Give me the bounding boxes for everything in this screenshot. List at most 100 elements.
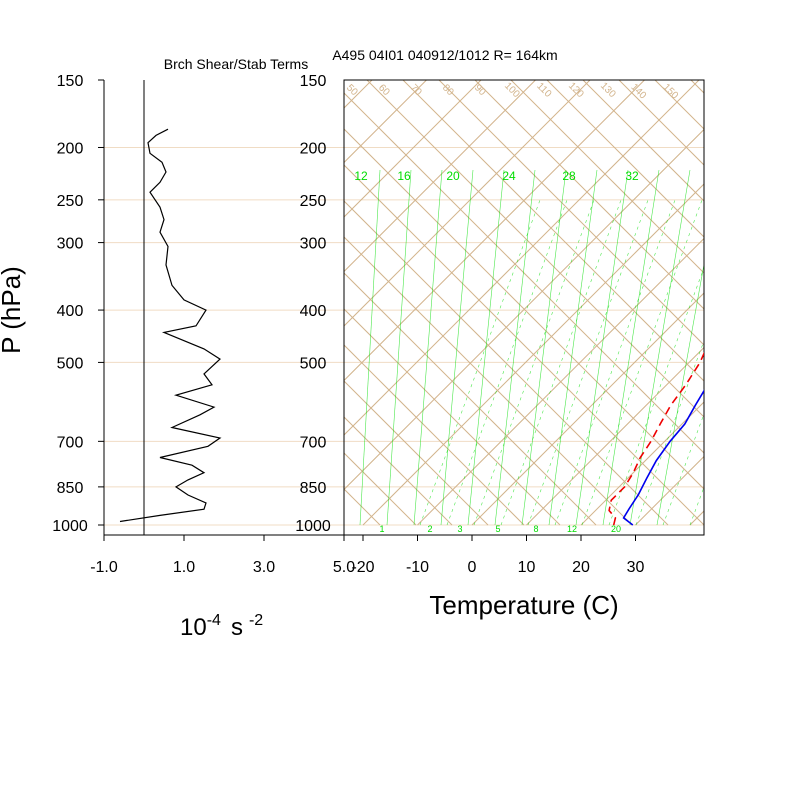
right-panel-title: A495 04I01 040912/1012 R= 164km: [332, 47, 557, 63]
mixing-ratio-line: [602, 169, 660, 526]
mixing-ratio-line: [656, 262, 704, 526]
left-panel-title: Brch Shear/Stab Terms: [164, 56, 308, 72]
dry-adiabat-line: [690, 80, 704, 94]
dry-adiabat-line: [344, 128, 704, 490]
right-xtick-label--10: -10: [406, 559, 429, 576]
right-ytick-label-250: 250: [300, 193, 327, 210]
right-xtick-label--20: -20: [351, 559, 374, 576]
moist-adiabat-line: [473, 199, 595, 526]
unit-exp-b: -2: [249, 612, 263, 629]
left-xtick-label-0: -1.0: [90, 559, 118, 576]
dry-adiabat-line: [546, 80, 704, 238]
unit-s: s: [231, 614, 243, 641]
left-ytick-label-850: 850: [57, 480, 84, 497]
right-ytick-label-150: 150: [300, 73, 327, 90]
mixing-ratio-label-16: 16: [397, 169, 411, 183]
mixing-ratio-line: [521, 169, 567, 526]
mixing-ratio-line: [629, 169, 691, 526]
mixing-ratio-line: [359, 169, 381, 526]
moist-adiabat-line: [419, 199, 541, 526]
right-ytick-label-200: 200: [300, 140, 327, 157]
dry-adiabat-line: [344, 164, 704, 526]
right-xtick-label-10: 10: [518, 559, 536, 576]
temperature-line: [622, 389, 704, 526]
left-ytick-label-150: 150: [57, 73, 84, 90]
dry-adiabat-line: [366, 80, 704, 418]
dry-adiabat-line: [672, 25, 800, 525]
dry-adiabat-line: [344, 200, 669, 526]
mixing-ratio-bottom-label-5: 5: [495, 524, 500, 534]
moist-adiabat-line: [446, 199, 568, 526]
moist-adiabat-line: [689, 486, 704, 526]
dry-adiabat-line: [344, 380, 489, 526]
dry-adiabat-line: [510, 80, 704, 274]
right-xtick-label-20: 20: [572, 559, 590, 576]
left-ytick-label-700: 700: [57, 434, 84, 451]
left-xtick-label-2: 3.0: [253, 559, 275, 576]
dry-adiabat-line: [344, 344, 525, 526]
mixing-ratio-line: [386, 169, 412, 526]
sounding-series: [608, 351, 704, 526]
right-frame: [343, 79, 705, 536]
left-x-unit-label: 10-4 s -2: [180, 612, 263, 641]
right-xtick-label-0: 0: [468, 559, 477, 576]
mixing-ratio-label-24: 24: [502, 169, 516, 183]
dewpoint-line: [608, 351, 704, 526]
right-ytick-label-400: 400: [300, 303, 327, 320]
dry-adiabat-line: [0, 25, 272, 525]
mixing-ratio-label-32: 32: [625, 169, 639, 183]
right-ytick-label-1000: 1000: [295, 518, 331, 535]
dry-adiabat-line: [708, 25, 800, 525]
dry-adiabat-line: [438, 80, 704, 346]
mixing-ratio-label-12: 12: [354, 169, 368, 183]
dry-adiabat-label-90: 90: [472, 82, 488, 98]
dry-adiabat-line: [344, 92, 704, 454]
dry-adiabat-label-140: 140: [629, 82, 649, 102]
dry-adiabat-line: [344, 416, 453, 526]
left-profile-line: [119, 128, 222, 523]
isotherm-line: [689, 510, 704, 526]
dry-adiabat-line: [0, 25, 308, 525]
mixing-ratio-bottom-label-8: 8: [533, 524, 538, 534]
mixing-ratio-bottom-label-3: 3: [457, 524, 462, 534]
mixing-ratio-bottom-label-1: 1: [379, 524, 384, 534]
isotherm-line: [344, 80, 646, 382]
mixing-ratio-label-20: 20: [446, 169, 460, 183]
right-x-axis-label: Temperature (C): [429, 590, 618, 620]
dry-adiabat-line: [582, 80, 704, 202]
isotherm-line: [344, 80, 537, 273]
y-axis-label: P (hPa): [0, 266, 26, 354]
right-ytick-label-850: 850: [300, 480, 327, 497]
isotherm-line: [0, 0, 249, 525]
left-ytick-label-1000: 1000: [52, 518, 88, 535]
right-ytick-label-300: 300: [300, 236, 327, 253]
mixing-ratio-bottom-label-20: 20: [611, 524, 621, 534]
left-ytick-label-200: 200: [57, 140, 84, 157]
dry-adiabat-label-120: 120: [566, 80, 586, 100]
left-ytick-label-250: 250: [57, 193, 84, 210]
moist-adiabat-line: [581, 199, 703, 526]
unit-ten: 10: [180, 614, 207, 641]
moist-adiabat-line: [608, 266, 704, 526]
mixing-ratio-line: [467, 169, 505, 526]
isotherm-line: [344, 80, 591, 327]
left-xtick-label-3: 5.0: [333, 559, 355, 576]
unit-exp-a: -4: [207, 612, 221, 629]
mixing-ratio-bottom-label-2: 2: [427, 524, 432, 534]
moist-adiabat-line: [717, 200, 800, 525]
left-ytick-label-500: 500: [57, 355, 84, 372]
mixing-ratio-line: [575, 169, 629, 526]
dry-adiabat-line: [344, 236, 633, 526]
isotherm-line: [471, 292, 704, 526]
right-ytick-label-500: 500: [300, 355, 327, 372]
dry-adiabat-label-60: 60: [376, 82, 392, 98]
mixing-ratio-line: [413, 169, 443, 526]
left-panel: 1000 850 700 500 400 300 250 200 150 -1.0 1.0 3.0 5.…: [52, 73, 355, 576]
moist-adiabat-line: [662, 413, 704, 526]
moist-adiabat-line: [527, 199, 649, 526]
isotherm-line: [362, 183, 704, 526]
right-xtick-label-30: 30: [627, 559, 645, 576]
left-ytick-label-300: 300: [57, 236, 84, 253]
